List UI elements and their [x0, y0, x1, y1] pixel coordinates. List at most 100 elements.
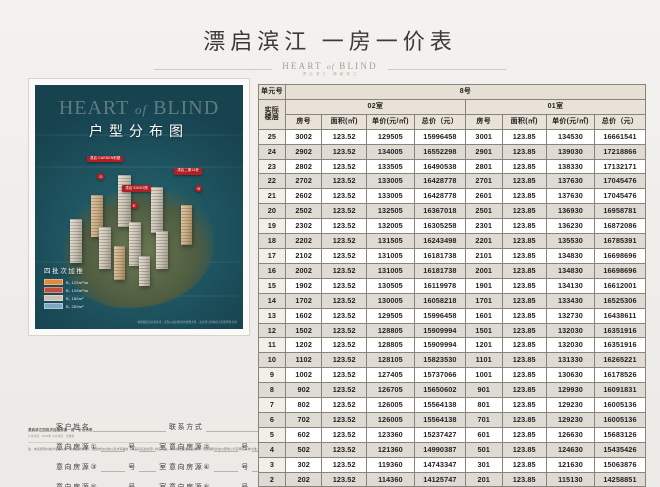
cell-area-02: 123.52 [321, 307, 367, 324]
cell-total-price-01: 16438611 [593, 307, 647, 324]
cell-area-02: 123.52 [321, 173, 367, 190]
field-label: 意向房源② [169, 444, 212, 451]
field-input-building[interactable] [101, 443, 126, 452]
cell-room-02: 1202 [284, 337, 323, 354]
col-unit-label: 单元号 [258, 84, 286, 100]
cell-area-02: 123.52 [321, 471, 367, 487]
table-row: 2 202 123.52 114360 14125747 201 123.85 115130 1… [258, 471, 647, 487]
table-row: 3 302 123.52 119360 14743347 301 123.85 121630 1… [258, 456, 647, 473]
cell-floor: 23 [258, 158, 286, 175]
tower-h [155, 231, 168, 270]
field-label: 意向房源⑤ [56, 482, 98, 487]
col-total-02: 总价（元） [413, 113, 466, 130]
cell-room-01: 2801 [464, 158, 503, 175]
cell-unit-price-01: 136930 [545, 203, 595, 220]
unit-building: 号 [241, 482, 249, 487]
cell-unit-price-01: 137630 [545, 188, 595, 205]
map-pin-1[interactable]: 漂启·CARDEN别墅 [87, 155, 124, 163]
cell-room-02: 802 [284, 397, 323, 413]
cell-total-price-02: 14743347 [413, 456, 466, 473]
cell-unit-price-02: 126005 [365, 411, 415, 428]
cell-area-01: 123.85 [501, 218, 547, 235]
cell-total-price-02: 16243498 [413, 233, 466, 249]
col-area-01: 面积(㎡) [501, 113, 547, 130]
cell-floor: 7 [258, 397, 286, 413]
cell-unit-price-01: 139030 [545, 143, 595, 160]
map-pin-3-badge[interactable]: B [195, 185, 203, 193]
table-row: 11 1202 123.52 128805 15909994 1201 123.85 1320… [258, 337, 647, 354]
cell-total-price-02: 15996458 [413, 307, 466, 324]
cell-total-price-01: 14258851 [593, 471, 647, 487]
cell-total-price-01: 16265221 [593, 352, 647, 369]
tower-e [70, 219, 83, 264]
cell-total-price-01: 16178526 [593, 367, 647, 384]
cell-room-02: 3002 [284, 128, 323, 145]
field-input-room[interactable] [139, 443, 157, 452]
field-customer-name[interactable]: 客户姓名 [56, 422, 169, 432]
cell-room-01: 1001 [464, 367, 503, 384]
field-label: 意向房源① [56, 444, 99, 451]
col-area-02: 面积(㎡) [321, 113, 367, 130]
cell-room-02: 1702 [284, 292, 323, 309]
field-intent-3[interactable]: 意向房源③ 号 室 [56, 462, 169, 472]
cell-area-02: 123.52 [321, 397, 367, 413]
cell-total-price-02: 16119978 [413, 277, 466, 294]
rule-left [154, 68, 273, 70]
field-input-room[interactable] [139, 463, 157, 472]
field-input-building[interactable] [214, 443, 239, 452]
col-floor-line2: 楼层 [264, 114, 280, 122]
cell-area-01: 123.85 [501, 426, 547, 443]
map-pin-3[interactable]: 漂启二期12栋 [174, 167, 202, 175]
field-input-building[interactable] [214, 463, 239, 472]
map-pin-2-badge[interactable]: E [130, 202, 138, 210]
table-row: 20 2502 123.52 132505 16367018 2501 123.85 1369… [258, 203, 647, 220]
form-row: 意向房源⑤ 号 室 意向房源⑥ 号 室 [56, 482, 282, 487]
cell-total-price-01: 16005136 [593, 397, 647, 413]
col-price-01: 单价(元/㎡) [545, 113, 595, 130]
cell-floor: 9 [258, 367, 286, 384]
cell-unit-price-01: 124630 [545, 441, 595, 458]
field-input-building[interactable] [214, 483, 238, 487]
tower-b [91, 194, 104, 237]
cell-total-price-02: 15909994 [413, 337, 466, 354]
cell-area-01: 123.85 [501, 441, 547, 458]
tower-i [114, 246, 126, 281]
cell-total-price-02: 15737066 [413, 367, 466, 384]
cell-area-01: 123.85 [501, 262, 547, 279]
cell-room-01: 2601 [464, 188, 503, 205]
cell-floor: 22 [258, 173, 286, 190]
field-input-room[interactable] [139, 483, 156, 487]
cell-floor: 17 [258, 247, 286, 264]
header-row-group: 实际 楼层 02室 01室 [258, 98, 647, 130]
cell-total-price-02: 16305258 [413, 218, 466, 235]
cell-total-price-02: 16428778 [413, 173, 466, 190]
map-pin-2[interactable]: 漂启·KING2院 [122, 185, 152, 192]
legend-label: B, 126m²/м [66, 287, 89, 293]
rendering-disclaimer: 效果图仅供示意参考，实际以政府批准的规划文件、双方签订的购房合同及附件为准 [137, 321, 237, 324]
map-pin-1-badge[interactable]: D [97, 172, 105, 180]
cell-unit-price-01: 129930 [545, 382, 595, 399]
cell-area-01: 123.85 [501, 128, 547, 145]
cell-area-01: 123.85 [501, 367, 547, 384]
cell-room-02: 2502 [284, 203, 323, 220]
field-input[interactable] [206, 423, 279, 432]
field-input-building[interactable] [101, 483, 125, 487]
cell-room-01: 501 [464, 441, 503, 458]
cell-room-02: 1602 [284, 307, 323, 324]
field-input[interactable] [93, 423, 166, 432]
field-contact[interactable]: 联系方式 [169, 422, 282, 432]
brand-subtitle-cn: 漂 启 滨 江 · 臻 藏 滨 江 [302, 72, 358, 77]
field-input-building[interactable] [101, 463, 126, 472]
field-intent-1[interactable]: 意向房源① 号 室 [56, 442, 169, 452]
cell-area-02: 123.52 [321, 441, 367, 458]
cell-total-price-01: 16661541 [593, 128, 647, 145]
cell-unit-price-02: 130505 [365, 277, 415, 294]
cell-total-price-01: 16785391 [593, 233, 647, 249]
header-row-unit: 单元号 8号 [258, 84, 647, 100]
table-row: 8 902 123.52 126705 15650602 901 123.85 129930 1… [258, 382, 647, 399]
cell-area-02: 123.52 [321, 337, 367, 354]
unit-building: 号 [241, 464, 250, 471]
cell-floor: 21 [258, 188, 286, 205]
field-intent-5[interactable]: 意向房源⑤ 号 室 [56, 482, 169, 487]
